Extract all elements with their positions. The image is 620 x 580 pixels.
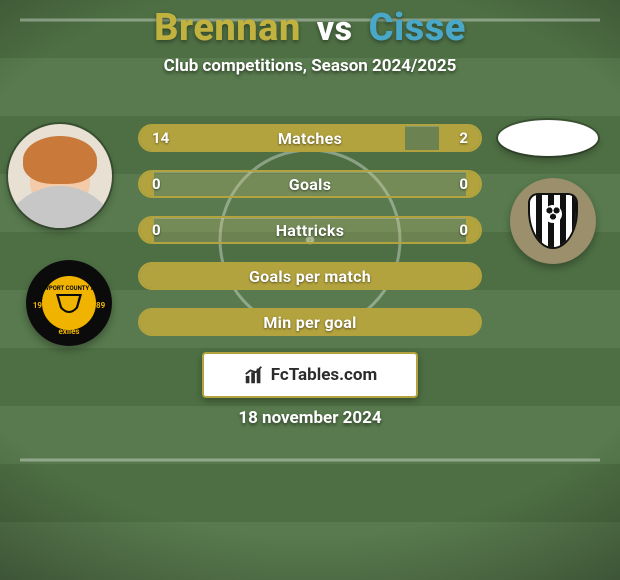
title-player2: Cisse xyxy=(369,6,466,50)
player2-club-crest xyxy=(510,178,596,264)
chart-icon xyxy=(243,364,265,386)
title-vs: vs xyxy=(317,9,353,49)
stat-value-right: 0 xyxy=(459,218,468,242)
stat-label: Matches xyxy=(140,126,480,150)
player1-club-crest: NEWPORT COUNTY AFC exiles 1912 1989 xyxy=(26,260,112,346)
stat-value-right: 0 xyxy=(459,172,468,196)
watermark: FcTables.com xyxy=(202,352,418,398)
title-player1: Brennan xyxy=(154,6,301,50)
player2-avatar xyxy=(498,120,598,156)
subtitle: Club competitions, Season 2024/2025 xyxy=(0,56,620,76)
page-title: Brennan vs Cisse xyxy=(0,0,620,50)
stat-value-left: 0 xyxy=(152,172,161,196)
stat-bar: Hattricks0 0 xyxy=(138,216,482,244)
stat-label: Goals per match xyxy=(140,264,480,288)
stat-bar: Goals0 0 xyxy=(138,170,482,198)
stat-value-left: 0 xyxy=(152,218,161,242)
svg-text:NEWPORT COUNTY AFC: NEWPORT COUNTY AFC xyxy=(36,285,102,292)
stat-label: Goals xyxy=(140,172,480,196)
stat-bar: Goals per match xyxy=(138,262,482,290)
watermark-text: FcTables.com xyxy=(271,365,377,385)
player1-avatar xyxy=(8,124,112,228)
stat-label: Min per goal xyxy=(140,310,480,334)
stat-label: Hattricks xyxy=(140,218,480,242)
svg-text:1989: 1989 xyxy=(87,301,106,310)
stat-value-left: 14 xyxy=(152,126,169,150)
svg-text:exiles: exiles xyxy=(58,327,79,336)
stats-bars: Matches142Goals00Hattricks00Goals per ma… xyxy=(138,124,482,354)
stat-bar: Min per goal xyxy=(138,308,482,336)
date-label: 18 november 2024 xyxy=(0,408,620,428)
stat-value-right: 2 xyxy=(459,126,468,150)
svg-text:1912: 1912 xyxy=(33,301,52,310)
stat-bar: Matches14 2 xyxy=(138,124,482,152)
